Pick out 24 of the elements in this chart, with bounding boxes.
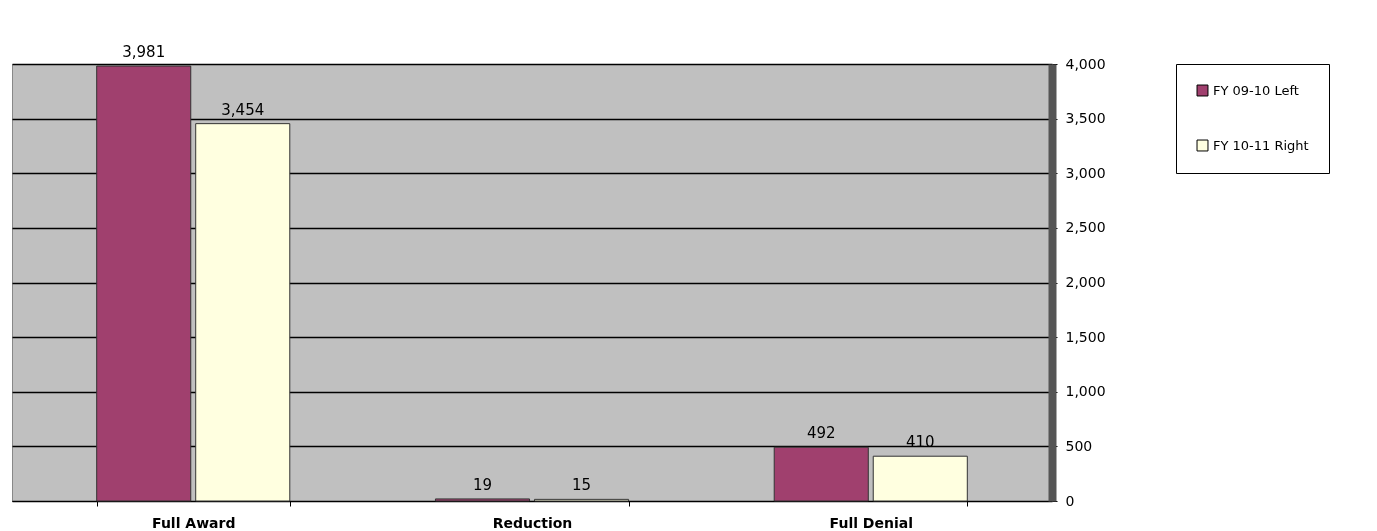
x-tick-label: Reduction [492, 514, 573, 531]
data-label: 3,454 [221, 100, 265, 119]
bar [773, 446, 869, 502]
data-label: 15 [571, 476, 592, 495]
y-tick-label: 3,500 [1065, 110, 1106, 127]
bar [195, 123, 291, 502]
y-tick-label: 2,000 [1065, 274, 1106, 290]
y-tick-label: 1,000 [1065, 383, 1106, 400]
y-tick-label: 3,000 [1065, 164, 1106, 181]
legend-label: FY 10-11 Right [1213, 137, 1309, 153]
data-label: 3,981 [122, 43, 166, 62]
y-tick-label: 2,500 [1065, 219, 1106, 236]
bar [434, 498, 531, 502]
bar [872, 455, 968, 502]
legend-label: FY 09-10 Left [1213, 82, 1299, 98]
y-tick-label: 0 [1065, 492, 1075, 509]
y-tick-label: 4,000 [1065, 55, 1106, 72]
x-tick-label: Full Award [152, 514, 236, 531]
y-tick-label: 1,500 [1065, 328, 1106, 345]
bar [96, 65, 192, 502]
x-tick-label: Full Denial [829, 514, 913, 531]
y-tick-label: 500 [1065, 437, 1093, 454]
data-label: 492 [806, 424, 836, 443]
data-label: 19 [472, 475, 493, 494]
